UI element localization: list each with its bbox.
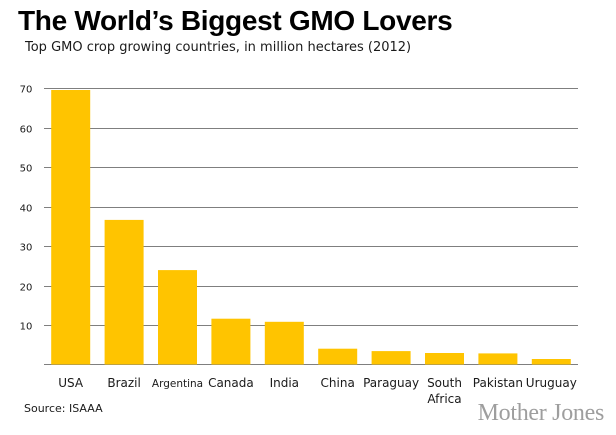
y-tick-label: 50 <box>20 164 33 175</box>
chart-title: The World’s Biggest GMO Lovers <box>18 5 453 36</box>
x-tick-label: South <box>427 376 462 390</box>
bar-usa <box>51 90 91 365</box>
bar-south-africa <box>425 353 464 365</box>
bar-canada <box>211 318 251 365</box>
y-axis-tick-labels: 10 20 30 40 50 60 70 <box>20 85 33 333</box>
y-tick-label: 10 <box>20 322 33 333</box>
x-axis-tick-labels: USA Brazil Argentina Canada India China Paragu… <box>58 376 577 406</box>
bar-india <box>264 321 304 365</box>
mother-jones-logo: Mother Jones <box>477 400 605 426</box>
bar-paraguay <box>371 351 411 365</box>
y-tick-label: 70 <box>20 85 33 96</box>
y-tick-label: 60 <box>20 125 33 136</box>
x-tick-label: Paraguay <box>363 376 419 390</box>
x-tick-label: Uruguay <box>526 376 577 390</box>
x-tick-label: Brazil <box>107 376 141 390</box>
x-tick-label: India <box>270 376 299 390</box>
bars <box>51 90 571 365</box>
x-tick-label: Africa <box>427 392 461 406</box>
x-tick-label: Pakistan <box>473 376 523 390</box>
source-note: Source: ISAAA <box>24 402 103 415</box>
bar-argentina <box>158 270 197 365</box>
bar-uruguay <box>531 359 571 365</box>
x-tick-label: Argentina <box>152 378 203 390</box>
bar-pakistan <box>478 353 518 365</box>
y-tick-label: 30 <box>20 243 33 254</box>
bar-china <box>318 348 358 365</box>
y-tick-label: 20 <box>20 283 33 294</box>
y-tick-label: 40 <box>20 204 33 215</box>
x-tick-label: Canada <box>208 376 254 390</box>
bar-brazil <box>104 219 144 365</box>
x-tick-label: USA <box>58 376 84 390</box>
x-tick-label: China <box>321 376 355 390</box>
chart-subtitle: Top GMO crop growing countries, in milli… <box>25 40 412 55</box>
